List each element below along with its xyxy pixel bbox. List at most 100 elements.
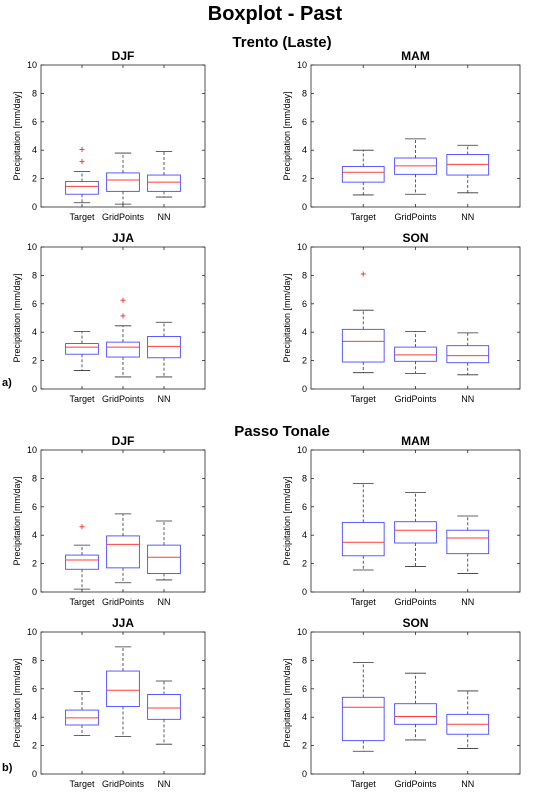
y-tick-label: 10 xyxy=(27,445,37,455)
outlier-marker xyxy=(79,146,85,152)
iqr-box xyxy=(147,544,181,574)
x-tick-label: Target xyxy=(69,597,95,607)
y-tick-label: 10 xyxy=(297,627,307,637)
iqr-box xyxy=(341,166,385,183)
y-tick-label: 8 xyxy=(302,88,307,98)
boxplot-panel: JJA Precipitation [mm/day] 0 2 4 6 8 10 Target Gr… xyxy=(12,231,206,404)
y-tick-label: 2 xyxy=(302,741,307,751)
y-tick-label: 8 xyxy=(302,655,307,665)
box-nn xyxy=(446,332,490,376)
x-tick-label: GridPoints xyxy=(394,597,437,607)
box-gridpoints xyxy=(106,297,140,378)
y-tick-label: 6 xyxy=(32,299,37,309)
y-axis-label: Precipitation [mm/day] xyxy=(12,273,22,362)
outlier-marker xyxy=(120,297,126,303)
x-tick-label: GridPoints xyxy=(102,779,145,789)
boxplot-panel: JJA Precipitation [mm/day] 0 2 4 6 8 10 Target Gr… xyxy=(12,616,206,789)
panel-title: JJA xyxy=(112,616,134,630)
box-target xyxy=(65,524,99,590)
y-tick-label: 4 xyxy=(32,145,37,155)
y-tick-label: 10 xyxy=(297,445,307,455)
y-axis-label: Precipitation [mm/day] xyxy=(282,91,292,180)
panel-title: DJF xyxy=(112,49,135,63)
group-label-a: a) xyxy=(2,377,12,389)
x-tick-label: GridPoints xyxy=(394,394,437,404)
y-tick-label: 2 xyxy=(32,174,37,184)
y-tick-label: 4 xyxy=(302,530,307,540)
iqr-box xyxy=(65,180,99,195)
x-tick-label: NN xyxy=(461,597,474,607)
box-nn xyxy=(147,520,181,581)
iqr-box xyxy=(106,172,140,192)
y-tick-label: 10 xyxy=(297,242,307,252)
y-tick-label: 4 xyxy=(32,530,37,540)
boxplot-panel: MAM Precipitation [mm/day] 0 2 4 6 8 10 Target Gr… xyxy=(282,49,521,222)
group-title-trento: Trento (Laste) xyxy=(232,34,331,51)
x-tick-label: Target xyxy=(351,597,377,607)
y-tick-label: 2 xyxy=(302,559,307,569)
y-tick-label: 10 xyxy=(27,242,37,252)
x-tick-label: GridPoints xyxy=(102,394,145,404)
outlier-marker xyxy=(79,159,85,165)
y-tick-label: 0 xyxy=(32,202,37,212)
panel-title: SON xyxy=(402,231,428,245)
y-tick-label: 6 xyxy=(302,502,307,512)
y-tick-label: 0 xyxy=(32,769,37,779)
box-target xyxy=(341,149,385,196)
x-tick-label: NN xyxy=(158,212,171,222)
y-tick-label: 8 xyxy=(302,270,307,280)
figure-title: Boxplot - Past xyxy=(208,3,343,25)
iqr-box xyxy=(341,521,385,557)
y-tick-label: 6 xyxy=(302,117,307,127)
box-nn xyxy=(147,151,181,198)
x-tick-label: GridPoints xyxy=(102,212,145,222)
box-nn xyxy=(446,144,490,194)
boxplot-panel: SON Precipitation [mm/day] 0 2 4 6 8 10 Target Gr… xyxy=(282,616,521,789)
x-tick-label: Target xyxy=(69,779,95,789)
x-tick-label: NN xyxy=(461,779,474,789)
panel-title: MAM xyxy=(401,49,430,63)
y-tick-label: 2 xyxy=(32,559,37,569)
x-tick-label: NN xyxy=(158,779,171,789)
y-tick-label: 10 xyxy=(297,60,307,70)
y-tick-label: 2 xyxy=(32,741,37,751)
box-nn xyxy=(446,515,490,574)
y-axis-label: Precipitation [mm/day] xyxy=(282,476,292,565)
y-tick-label: 4 xyxy=(302,145,307,155)
iqr-box xyxy=(446,345,490,364)
x-tick-label: NN xyxy=(158,597,171,607)
iqr-box xyxy=(394,521,437,544)
iqr-box xyxy=(341,328,385,363)
y-tick-label: 8 xyxy=(302,473,307,483)
y-tick-label: 8 xyxy=(32,88,37,98)
x-tick-label: Target xyxy=(351,394,377,404)
panel-title: JJA xyxy=(112,231,134,245)
y-tick-label: 2 xyxy=(302,174,307,184)
y-tick-label: 0 xyxy=(302,202,307,212)
outlier-marker xyxy=(79,524,85,530)
x-tick-label: Target xyxy=(351,212,377,222)
y-axis-label: Precipitation [mm/day] xyxy=(12,91,22,180)
y-tick-label: 8 xyxy=(32,270,37,280)
y-tick-label: 2 xyxy=(32,356,37,366)
iqr-box xyxy=(394,346,437,362)
y-tick-label: 6 xyxy=(32,684,37,694)
box-nn xyxy=(147,321,181,378)
box-gridpoints xyxy=(394,672,437,741)
y-tick-label: 10 xyxy=(27,627,37,637)
iqr-box xyxy=(341,696,385,742)
box-nn xyxy=(446,690,490,749)
y-tick-label: 0 xyxy=(32,587,37,597)
panel-title: MAM xyxy=(401,434,430,448)
iqr-box xyxy=(106,535,140,569)
panel-title: SON xyxy=(402,616,428,630)
box-target xyxy=(341,271,385,374)
box-gridpoints xyxy=(106,646,140,737)
y-axis-label: Precipitation [mm/day] xyxy=(282,273,292,362)
y-tick-label: 6 xyxy=(302,684,307,694)
x-tick-label: Target xyxy=(69,394,95,404)
box-gridpoints xyxy=(106,152,140,205)
iqr-box xyxy=(147,174,181,192)
group-title-passo-tonale: Passo Tonale xyxy=(234,423,330,440)
